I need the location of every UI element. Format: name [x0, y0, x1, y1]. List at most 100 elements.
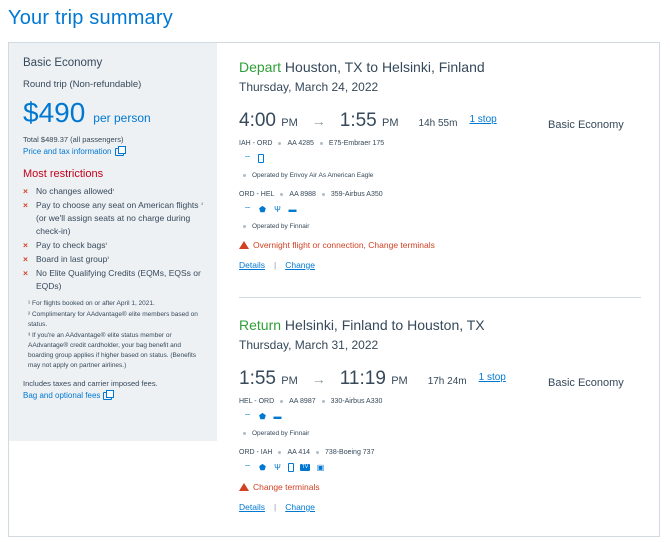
- depart-cabin: Basic Economy: [548, 119, 624, 131]
- amenities: ⌔: [243, 153, 639, 163]
- arrow-right-icon: →: [311, 371, 326, 387]
- depart-stops-link[interactable]: 1 stop: [469, 114, 497, 125]
- return-duration: 17h 24m: [427, 376, 467, 387]
- x-icon: ×: [23, 254, 28, 264]
- external-window-icon: [114, 145, 126, 156]
- restriction-item: × No Elite Qualifying Credits (EQMs, EQSs…: [23, 267, 203, 293]
- power-outlet-icon: [288, 462, 294, 472]
- footnote: ¹ For flights booked on or after April 1…: [28, 300, 155, 307]
- return-dep-time: 1:55 PM: [239, 368, 298, 389]
- total-price: Total $489.37 (all passengers): [23, 135, 124, 144]
- footnote: ² Complimentary for AAdvantage® elite me…: [28, 311, 198, 328]
- arrow-right-icon: →: [311, 113, 326, 129]
- shield-icon: ⬟: [259, 204, 266, 214]
- divider: |: [273, 260, 277, 270]
- divider: |: [273, 502, 277, 512]
- includes-text: Includes taxes and carrier imposed fees.: [23, 379, 158, 388]
- depart-change-link[interactable]: Change: [285, 260, 315, 270]
- fare-sidebar: Basic Economy Round trip (Non-refundable…: [9, 43, 217, 441]
- amenities: ⌔ ⬟ Ψ ▬: [243, 204, 639, 214]
- operated-by: Operated by Finnair: [239, 430, 639, 437]
- x-icon: ×: [23, 268, 28, 278]
- depart-details-link[interactable]: Details: [239, 260, 265, 270]
- return-cabin: Basic Economy: [548, 377, 624, 389]
- return-stops-link[interactable]: 1 stop: [478, 372, 506, 383]
- leg-flight-number: AA 414: [287, 449, 311, 456]
- return-segment: Return Helsinki, Finland to Houston, TX …: [239, 317, 639, 512]
- segment-divider: [239, 297, 641, 298]
- usb-icon: Ψ: [274, 462, 281, 472]
- dot-separator: [280, 400, 284, 403]
- phone-icon: ▣: [316, 462, 325, 472]
- return-warning: Change terminals: [239, 482, 639, 492]
- depart-links: Details | Change: [239, 260, 639, 270]
- leg-flight-number: AA 8987: [289, 398, 316, 405]
- external-window-icon: [103, 389, 115, 400]
- return-title: Return Helsinki, Finland to Houston, TX: [239, 317, 639, 333]
- screen-icon: ▬: [288, 204, 297, 214]
- operated-by: Operated by Envoy Air As American Eagle: [239, 172, 639, 179]
- leg-route: ORD - IAH: [239, 449, 273, 456]
- x-icon: ×: [23, 240, 28, 250]
- dot-separator: [280, 193, 284, 196]
- warning-icon: [239, 483, 249, 491]
- restriction-text: Pay to check bags: [36, 240, 106, 250]
- return-label: Return: [239, 317, 282, 333]
- depart-date: Thursday, March 24, 2022: [239, 80, 379, 94]
- return-details-link[interactable]: Details: [239, 502, 265, 512]
- leg-aircraft: 738-Boeing 737: [325, 449, 375, 456]
- flight-leg: ORD - IAH AA 414 738-Boeing 737: [239, 449, 639, 456]
- return-change-link[interactable]: Change: [285, 502, 315, 512]
- restriction-item: × Pay to check bags ³: [23, 240, 108, 250]
- shield-icon: ⬟: [259, 411, 266, 421]
- operated-by: Operated by Finnair: [239, 223, 639, 230]
- restriction-item: × Board in last group ³: [23, 254, 110, 264]
- dot-separator: [319, 142, 323, 145]
- leg-flight-number: AA 8988: [289, 191, 316, 198]
- depart-warning: Overnight flight or connection, Change t…: [239, 240, 639, 250]
- footnote: ³ If you're an AAdvantage® elite status …: [28, 332, 197, 369]
- restriction-text: Board in last group: [36, 254, 108, 264]
- fare-name: Basic Economy: [23, 57, 103, 69]
- screen-icon: ▬: [273, 411, 282, 421]
- wifi-icon: ⌔: [243, 411, 252, 421]
- shield-icon: ⬟: [259, 462, 266, 472]
- leg-aircraft: 330-Airbus A330: [330, 398, 383, 405]
- price-tax-link[interactable]: Price and tax information: [23, 145, 203, 156]
- depart-title: Depart Houston, TX to Helsinki, Finland: [239, 59, 639, 75]
- amenities: ⌔ ⬟ ▬: [243, 411, 639, 421]
- return-arr-time: 11:19 PM: [339, 368, 408, 389]
- price: $490: [23, 97, 86, 128]
- bag-fees-link[interactable]: Bag and optional fees: [23, 389, 203, 400]
- leg-route: IAH - ORD: [239, 140, 273, 147]
- dot-separator: [243, 225, 246, 228]
- per-person-label: per person: [93, 111, 151, 125]
- dot-separator: [316, 451, 320, 454]
- leg-route: HEL - ORD: [239, 398, 275, 405]
- depart-label: Depart: [239, 59, 282, 75]
- price-row: $490 per person: [23, 97, 203, 129]
- depart-arr-time: 1:55 PM: [339, 110, 399, 131]
- return-links: Details | Change: [239, 502, 639, 512]
- flight-leg: ORD - HEL AA 8988 359-Airbus A350: [239, 191, 639, 198]
- leg-aircraft: 359-Airbus A350: [330, 191, 383, 198]
- price-tax-link-label: Price and tax information: [23, 147, 112, 156]
- page-title: Your trip summary: [8, 7, 173, 29]
- bag-fees-link-label: Bag and optional fees: [23, 391, 101, 400]
- dot-separator: [321, 400, 325, 403]
- restriction-text: No changes allowed: [36, 186, 113, 196]
- leg-route: ORD - HEL: [239, 191, 275, 198]
- wifi-icon: ⌔: [243, 153, 252, 163]
- restriction-item: × Pay to choose any seat on American flig…: [23, 200, 203, 236]
- flight-leg: IAH - ORD AA 4285 E75-Embraer 175: [239, 140, 639, 147]
- power-outlet-icon: [258, 153, 264, 163]
- x-icon: ×: [23, 200, 28, 210]
- trip-type: Round trip (Non-refundable): [23, 79, 142, 90]
- depart-duration: 14h 55m: [418, 118, 458, 129]
- tv-icon: TV: [300, 463, 310, 471]
- restrictions-list: × No changes allowed ¹ × Pay to choose any s…: [23, 185, 203, 293]
- dot-separator: [243, 432, 246, 435]
- footnotes: ¹ For flights booked on or after April 1…: [23, 299, 203, 371]
- return-route: Helsinki, Finland to Houston, TX: [284, 317, 485, 333]
- wifi-icon: ⌔: [243, 204, 252, 214]
